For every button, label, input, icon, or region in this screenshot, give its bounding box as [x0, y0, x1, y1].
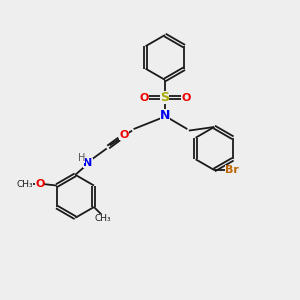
Text: O: O [139, 93, 149, 103]
Text: CH₃: CH₃ [94, 214, 111, 224]
Text: O: O [119, 130, 129, 140]
Text: N: N [83, 158, 92, 168]
Text: S: S [160, 91, 169, 104]
Text: O: O [181, 93, 190, 103]
Text: Br: Br [225, 165, 239, 175]
Text: N: N [160, 109, 170, 122]
Text: H: H [78, 153, 85, 163]
Text: CH₃: CH₃ [16, 179, 33, 188]
Text: O: O [35, 179, 44, 189]
